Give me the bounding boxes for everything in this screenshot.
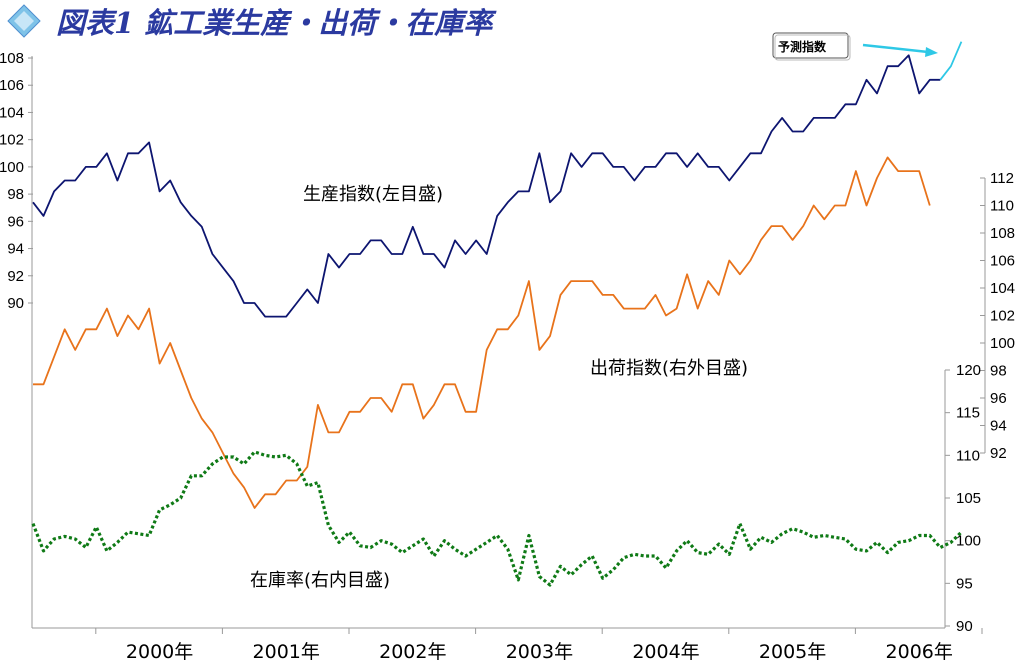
right-outer-axis-ticks: 92 94 96 98 100 102 104 106 108 110 112 — [980, 170, 1015, 462]
right-inner-tick-label: 90 — [956, 618, 973, 635]
right-outer-tick-label: 94 — [990, 418, 1007, 435]
x-axis-labels: 2000年 2001年 2002年 2003年 2004年 2005年 2006年 — [126, 641, 953, 661]
right-inner-axis-ticks: 90 95 100 105 110 115 120 — [945, 362, 981, 635]
right-outer-tick-label: 102 — [990, 308, 1015, 325]
right-inner-tick-label: 115 — [956, 405, 980, 422]
x-tick-label: 2006年 — [886, 641, 953, 661]
inventory-series-line — [31, 450, 963, 587]
x-gridlines — [95, 628, 983, 634]
right-outer-tick-label: 106 — [990, 253, 1015, 270]
forecast-label: 予測指数 — [778, 39, 827, 54]
right-inner-tick-label: 95 — [956, 575, 973, 592]
right-outer-tick-label: 98 — [990, 363, 1007, 380]
right-outer-tick-label: 96 — [990, 390, 1007, 407]
forecast-label-shadow — [774, 34, 851, 61]
x-tick-label: 2005年 — [759, 641, 826, 661]
series-layer — [31, 41, 963, 587]
shipments-annotation: 出荷指数(右外目盛) — [590, 358, 748, 379]
forecast-arrow-head — [925, 47, 938, 57]
chart-title: 図表1 鉱工業生産・出荷・在庫率 — [56, 6, 497, 40]
x-tick-label: 2000年 — [126, 641, 193, 661]
inventory-annotation: 在庫率(右内目盛) — [250, 570, 390, 591]
left-axis-ticks: 90 92 94 96 98 100 102 104 106 108 — [0, 50, 33, 312]
right-inner-tick-label: 100 — [956, 533, 981, 550]
left-tick-label: 92 — [7, 268, 24, 285]
right-outer-tick-label: 104 — [990, 280, 1015, 297]
title-group: 図表1 鉱工業生産・出荷・在庫率 — [7, 4, 497, 40]
production-series-line — [32, 54, 941, 318]
x-tick-label: 2002年 — [379, 641, 446, 661]
production-annotation: 生産指数(左目盛) — [303, 184, 443, 205]
right-inner-tick-label: 120 — [956, 362, 981, 379]
right-outer-tick-label: 112 — [990, 170, 1014, 187]
diamond-icon — [7, 4, 41, 38]
right-outer-tick-label: 108 — [990, 225, 1015, 242]
forecast-arrow-line — [862, 43, 929, 54]
left-tick-label: 94 — [7, 241, 24, 258]
left-tick-label: 96 — [7, 213, 24, 230]
left-tick-label: 102 — [0, 132, 24, 149]
left-tick-label: 108 — [0, 50, 24, 67]
left-tick-label: 98 — [7, 186, 24, 203]
forecast-label-box — [772, 32, 849, 59]
left-tick-label: 90 — [7, 295, 24, 312]
left-tick-label: 106 — [0, 77, 24, 94]
forecast-callout: 予測指数 — [772, 32, 938, 61]
x-tick-label: 2004年 — [632, 641, 699, 661]
right-inner-tick-label: 105 — [956, 490, 981, 507]
x-tick-label: 2001年 — [253, 641, 320, 661]
right-outer-tick-label: 110 — [990, 198, 1014, 215]
left-tick-label: 104 — [0, 104, 24, 121]
shipments-series-line — [33, 156, 931, 509]
left-tick-label: 100 — [0, 159, 24, 176]
right-inner-tick-label: 110 — [956, 447, 980, 464]
x-tick-label: 2003年 — [506, 641, 573, 661]
right-outer-tick-label: 92 — [990, 445, 1007, 462]
right-outer-tick-label: 100 — [990, 335, 1015, 352]
forecast-series-line — [939, 41, 963, 81]
